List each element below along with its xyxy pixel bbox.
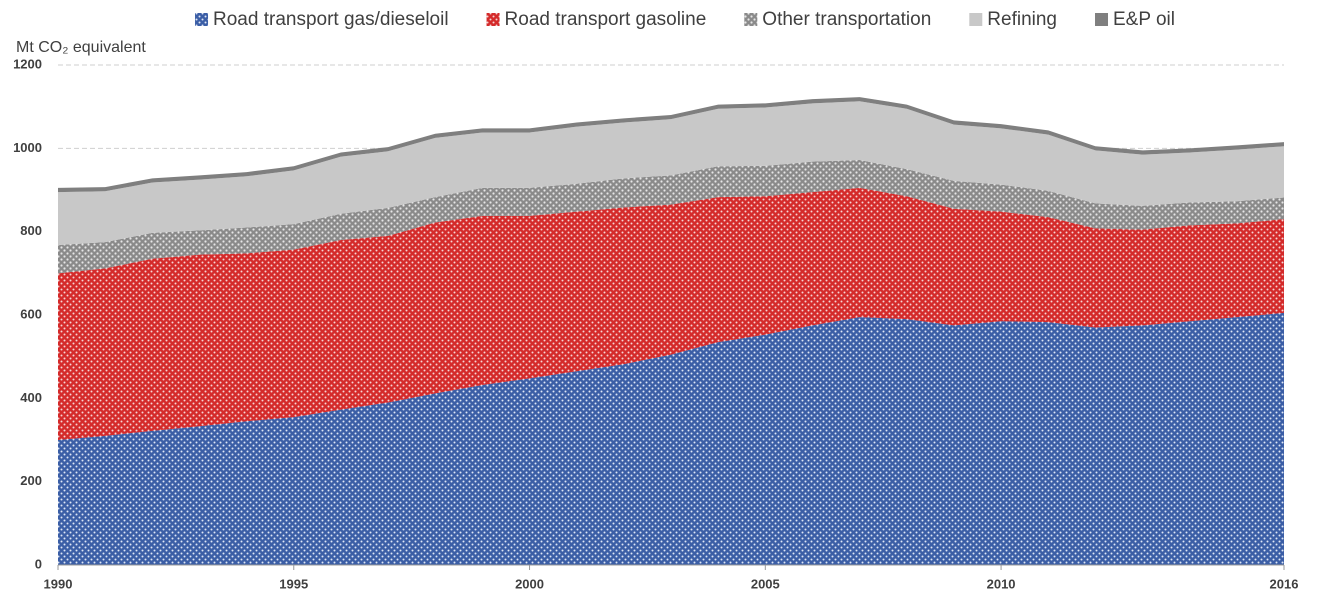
area	[58, 101, 1284, 245]
legend-swatch	[969, 13, 983, 26]
legend-label: E&P oil	[1113, 9, 1175, 30]
legend-label: Other transportation	[762, 9, 931, 30]
y-axis-label: Mt CO₂ equivalent	[16, 39, 146, 56]
y-tick-label: 600	[20, 306, 42, 321]
area	[58, 97, 1284, 193]
area	[58, 160, 1284, 274]
y-tick-label: 1000	[13, 140, 42, 155]
x-tick-label: 2000	[515, 576, 544, 591]
legend-swatch	[486, 13, 500, 26]
legend-label: Road transport gasoline	[505, 9, 707, 30]
legend: Road transport gas/dieseloil Road transpo…	[195, 9, 1175, 30]
x-tick-label: 1990	[44, 576, 73, 591]
y-tick-label: 0	[35, 556, 42, 571]
y-tick-label: 1200	[13, 56, 42, 71]
legend-swatch	[1095, 13, 1109, 26]
x-tick-label: 1995	[279, 576, 308, 591]
y-tick-label: 400	[20, 390, 42, 405]
y-tick-label: 800	[20, 223, 42, 238]
area	[58, 187, 1284, 440]
legend-swatch	[744, 13, 758, 26]
x-tick-label: 2016	[1270, 576, 1299, 591]
area	[58, 312, 1284, 565]
y-tick-label: 200	[20, 473, 42, 488]
x-tick-label: 2005	[751, 576, 780, 591]
legend-swatch	[195, 13, 209, 26]
legend-label: Refining	[987, 9, 1057, 30]
x-tick-label: 2010	[987, 576, 1016, 591]
legend-label: Road transport gas/dieseloil	[213, 9, 449, 30]
